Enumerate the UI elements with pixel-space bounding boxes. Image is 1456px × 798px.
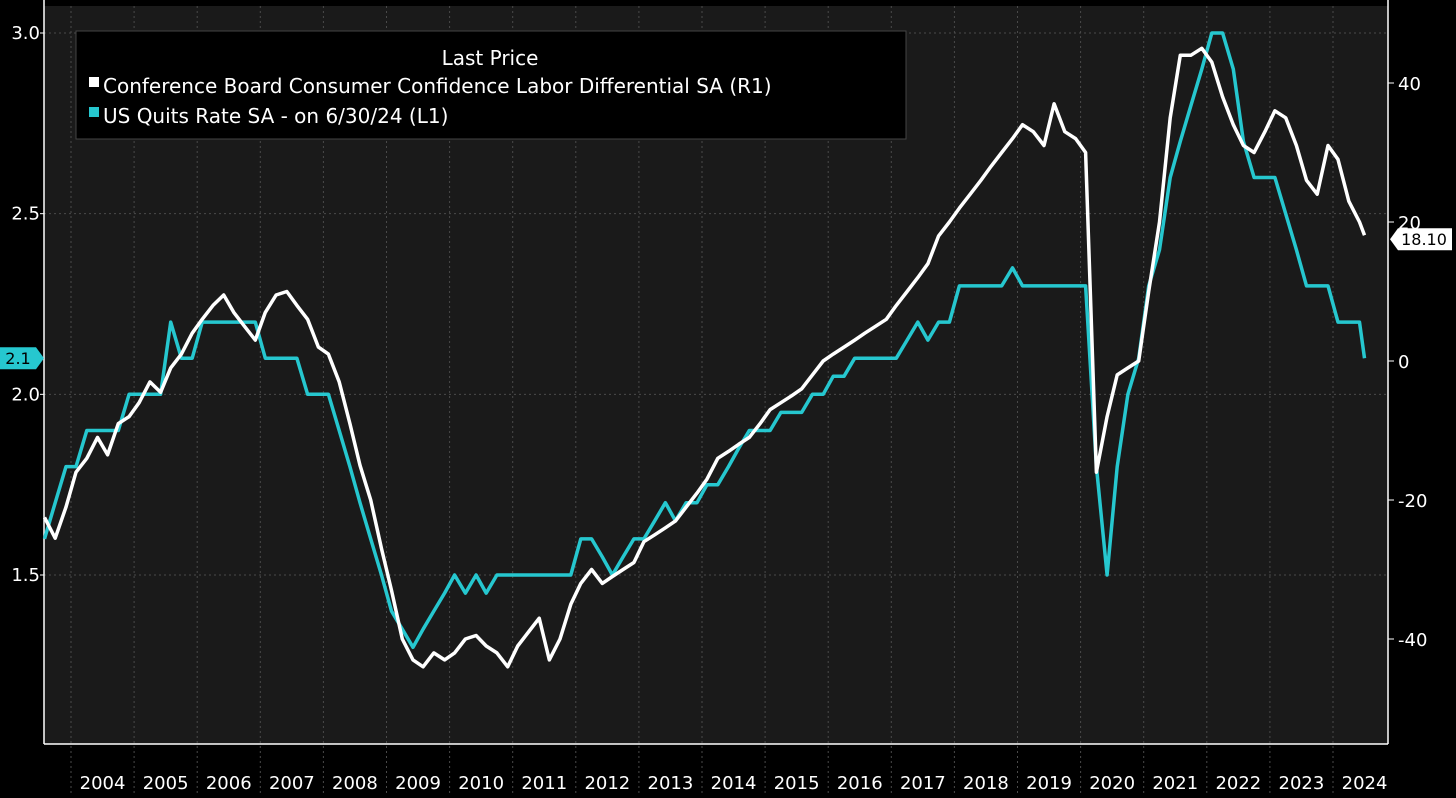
right-axis-tick-label: 0 xyxy=(1398,352,1409,373)
x-tick-label: 2013 xyxy=(648,773,694,794)
legend-label-labor-differential: Conference Board Consumer Confidence Lab… xyxy=(103,74,772,98)
left-axis-tick-label: 2.5 xyxy=(11,204,40,225)
series-line-labor-differential xyxy=(42,46,1367,669)
x-tick-label: 2019 xyxy=(1026,773,1072,794)
x-tick-label: 2016 xyxy=(837,773,883,794)
x-tick-label: 2015 xyxy=(774,773,820,794)
x-tick-label: 2009 xyxy=(395,773,441,794)
legend-swatch-quits-rate xyxy=(89,107,99,117)
legend: Last Price Conference Board Consumer Con… xyxy=(75,30,907,140)
x-tick-label: 2018 xyxy=(963,773,1009,794)
right-last-value-badge xyxy=(1390,228,1452,251)
x-tick-label: 2005 xyxy=(143,773,189,794)
x-tick-label: 2014 xyxy=(711,773,757,794)
left-last-value-badge xyxy=(0,347,44,370)
right-last-value-label: 18.10 xyxy=(1401,230,1447,249)
last-value-badges: 2.1 18.10 xyxy=(0,228,1452,370)
x-tick-label: 2024 xyxy=(1342,773,1388,794)
x-tick-label: 2012 xyxy=(584,773,630,794)
left-axis-tick-label: 1.5 xyxy=(11,565,40,586)
x-tick-label: 2020 xyxy=(1089,773,1135,794)
legend-label-quits-rate: US Quits Rate SA - on 6/30/24 (L1) xyxy=(103,104,448,128)
left-axis-tick-label: 2.0 xyxy=(11,384,40,405)
series-layer xyxy=(42,31,1367,669)
left-axis-tick-label: 3.0 xyxy=(11,23,40,44)
x-tick-label: 2021 xyxy=(1152,773,1198,794)
x-tick-label: 2007 xyxy=(269,773,315,794)
legend-swatch-labor-differential xyxy=(89,77,99,87)
legend-title: Last Price xyxy=(442,46,539,70)
x-tick-label: 2004 xyxy=(80,773,126,794)
x-tick-label: 2006 xyxy=(206,773,252,794)
x-tick-label: 2010 xyxy=(458,773,504,794)
x-tick-label: 2008 xyxy=(332,773,378,794)
right-axis-tick-label: 40 xyxy=(1398,74,1421,95)
x-tick-label: 2017 xyxy=(900,773,946,794)
axes: 2004 2005 2006 2007 2008 2009 2010 2011 2012 2013… xyxy=(11,0,1427,794)
x-tick-label: 2011 xyxy=(521,773,567,794)
right-axis-tick-label: -40 xyxy=(1398,630,1427,651)
legend-box xyxy=(75,30,907,140)
left-last-value-label: 2.1 xyxy=(5,349,30,368)
right-axis-tick-label: -20 xyxy=(1398,491,1427,512)
x-tick-label: 2022 xyxy=(1215,773,1261,794)
x-tick-label: 2023 xyxy=(1279,773,1325,794)
